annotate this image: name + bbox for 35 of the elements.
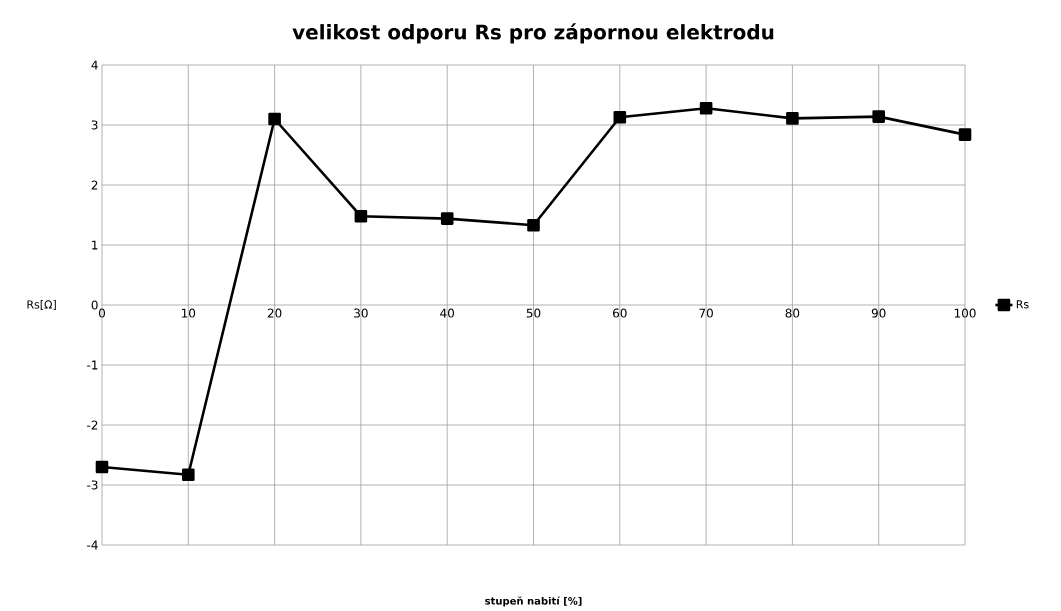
x-tick-label: 60: [613, 308, 627, 318]
point: [613, 110, 627, 124]
point: [786, 112, 799, 125]
point: [268, 112, 281, 126]
y-tick-label: 1: [92, 240, 98, 250]
y-tick-label: 4: [91, 60, 98, 70]
y-tick-label: -1: [87, 360, 98, 370]
x-tick-label: 0: [98, 308, 106, 318]
y-tick-label: 0: [91, 300, 98, 310]
point: [527, 218, 540, 232]
y-tick-label: -2: [87, 420, 98, 430]
x-tick-label: 50: [526, 308, 541, 318]
y-tick-label: -3: [87, 480, 98, 490]
x-tick-label: 80: [785, 308, 800, 318]
x-tick-label: 100: [954, 308, 976, 318]
point: [958, 128, 972, 141]
x-axis-title: stupeň nabití [%]: [485, 596, 582, 607]
point: [354, 209, 368, 223]
x-tick-label: 10: [181, 308, 196, 318]
y-tick-label: 2: [91, 180, 98, 190]
point: [699, 101, 713, 115]
y-tick-label: 3: [91, 120, 98, 130]
y-axis-title: Rs[Ω]: [27, 300, 56, 310]
point: [872, 110, 885, 123]
chart-title: velikost odporu Rs pro zápornou elektrodu: [292, 23, 774, 44]
x-tick-label: 90: [871, 308, 886, 318]
point: [95, 460, 109, 474]
point: [182, 468, 195, 482]
legend-label: Rs: [1016, 300, 1029, 309]
y-tick-label: -4: [87, 540, 98, 550]
point: [440, 212, 454, 225]
x-tick-label: 20: [267, 308, 282, 318]
x-tick-label: 40: [440, 308, 455, 318]
x-tick-label: 30: [354, 308, 368, 318]
x-tick-label: 70: [699, 308, 713, 318]
